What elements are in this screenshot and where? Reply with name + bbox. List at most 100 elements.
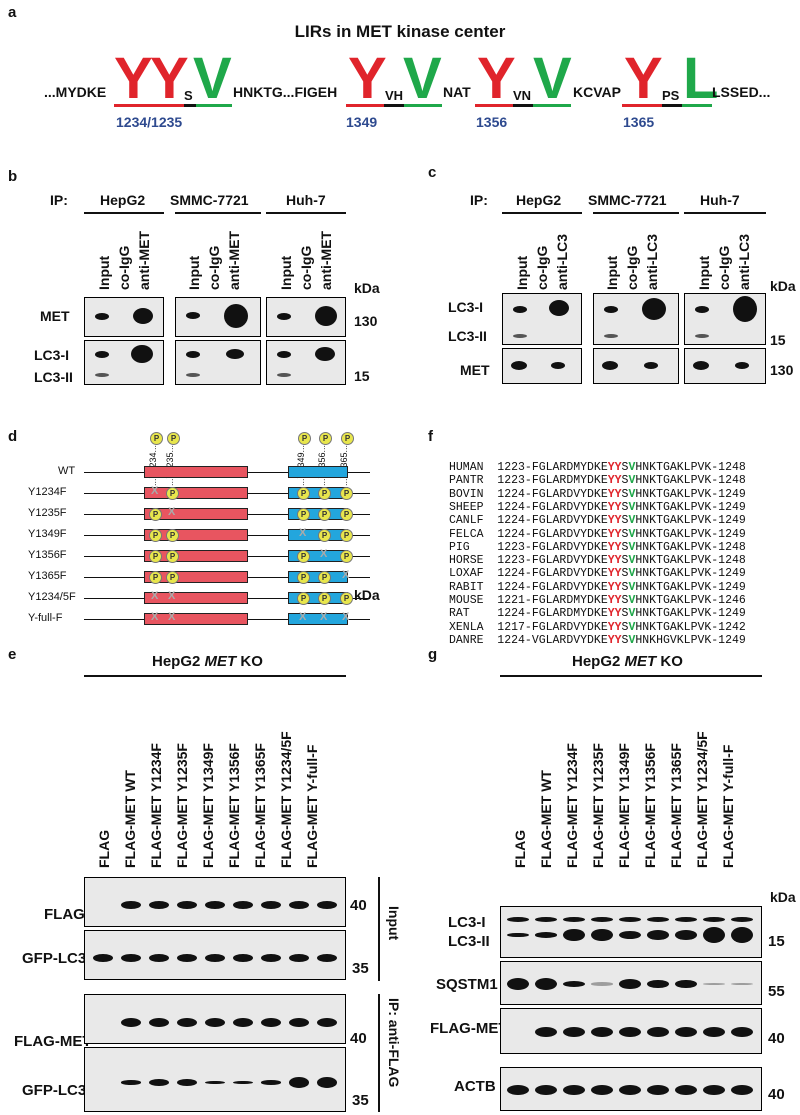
- lane-label: FLAG-MET WT: [122, 770, 138, 868]
- panel-header: HepG2 MET KO: [572, 653, 683, 670]
- alignment-segment: PANTR 1223-FGLARDMYDKE: [449, 474, 608, 488]
- seq-segment: S: [184, 88, 193, 103]
- blot-band: [695, 306, 709, 313]
- lane-label: anti-MET: [226, 230, 242, 290]
- alignment-row: FELCA 1224-FGLARDVYDKEYYSVHNKTGAKLPVK-12…: [449, 528, 746, 541]
- alignment-row: CANLF 1224-FGLARDVYDKEYYSVHNKTGAKLPVK-12…: [449, 514, 746, 527]
- lir-tyrosine: Y: [477, 46, 516, 111]
- blot-band: [675, 1085, 697, 1095]
- alignment-segment: HUMAN 1223-FGLARDMYDKE: [449, 461, 608, 474]
- alignment-valine: V: [628, 461, 636, 474]
- blot-band: [549, 300, 569, 316]
- alignment-segment: MOUSE 1221-FGLARDMYDKE: [449, 594, 608, 607]
- blot-panel: [84, 877, 346, 927]
- alignment-segment: HNKTGAKLPVK-1248: [635, 554, 746, 568]
- alignment-segment: DANRE 1224-VGLARDVYDKE: [449, 633, 608, 647]
- blot-band: [93, 954, 113, 962]
- phospho-icon: P: [166, 550, 179, 563]
- phospho-icon: P: [340, 592, 353, 605]
- phospho-icon: P: [318, 487, 331, 500]
- underline-green: [533, 104, 571, 107]
- blot-panel: [593, 348, 679, 384]
- kda-marker: 40: [350, 1030, 367, 1047]
- alignment-valine: V: [628, 620, 636, 634]
- alignment-segment: S: [621, 580, 629, 594]
- blot-band: [604, 306, 618, 313]
- group-rule: [500, 675, 762, 677]
- blot-band: [693, 361, 709, 370]
- kinase-domain: [144, 466, 248, 478]
- lir-valine: V: [533, 46, 572, 111]
- mutation-mark: X: [342, 611, 350, 623]
- phospho-icon: P: [297, 487, 310, 500]
- phospho-icon: P: [340, 550, 353, 563]
- cell-line-label: Huh-7: [700, 192, 740, 208]
- blot-band: [511, 361, 527, 370]
- header-text: HepG2: [152, 653, 205, 670]
- row-label: LC3-II: [448, 328, 487, 344]
- alignment-segment: HNKTGAKLPVK-1249: [635, 567, 746, 581]
- lane-label: FLAG-MET Y1349F: [200, 743, 216, 868]
- alignment-segment: S: [621, 594, 629, 607]
- alignment-segment: HNKTGAKLPVK-1248: [635, 540, 746, 554]
- alignment-row: BOVIN 1224-FGLARDVYDKEYYSVHNKTGAKLPVK-12…: [449, 488, 746, 501]
- alignment-valine: V: [628, 487, 636, 501]
- mutation-mark: X: [320, 611, 328, 623]
- residue-position: 1356: [476, 114, 508, 130]
- alignment-row: RAT 1224-FGLARDMYDKEYYSVHNKTGAKLPVK-1249: [449, 607, 746, 620]
- underline-red: [622, 104, 662, 107]
- kinase-domain: [144, 613, 248, 625]
- alignment-row: MOUSE 1221-FGLARDMYDKEYYSVHNKTGAKLPVK-12…: [449, 594, 746, 607]
- lane-label: co-IgG: [624, 245, 640, 290]
- row-label: GFP-LC3: [22, 950, 87, 967]
- blot-band: [535, 1027, 557, 1037]
- alignment-valine: V: [628, 633, 636, 647]
- header-gene: MET: [624, 653, 657, 670]
- ip-label: IP:: [470, 192, 488, 208]
- lane-label: FLAG-MET Y1349F: [616, 743, 632, 868]
- blot-band: [591, 928, 613, 942]
- panel-label-f: f: [428, 428, 433, 445]
- phospho-icon: P: [149, 550, 162, 563]
- lane-label: FLAG-MET Y1356F: [226, 743, 242, 868]
- alignment-valine: V: [628, 554, 636, 568]
- blot-band: [289, 1077, 309, 1088]
- alignment-tyrosines: YY: [607, 633, 622, 647]
- kda-marker: 15: [768, 933, 785, 950]
- blot-band: [647, 1027, 669, 1037]
- kda-marker: 130: [770, 362, 794, 378]
- underline-black: [184, 104, 196, 107]
- blot-band: [507, 932, 529, 938]
- cell-line-label: HepG2: [100, 192, 146, 208]
- lir-title: LIRs in MET kinase center: [294, 22, 506, 41]
- alignment-row: PIG 1223-FGLARDVYDKEYYSVHNKTGAKLPVK-1248: [449, 541, 746, 554]
- blot-band: [563, 917, 585, 922]
- row-label: SQSTM1: [436, 976, 498, 993]
- kinase-domain: [144, 487, 248, 499]
- underline-black: [513, 104, 533, 107]
- bracket: [378, 877, 380, 981]
- lane-label: Input: [604, 255, 620, 290]
- alignment-segment: S: [621, 487, 629, 501]
- seq-segment: HNKTG...FIGEH: [233, 84, 338, 100]
- blot-band: [602, 361, 618, 370]
- alignment-segment: XENLA 1217-FGLARDVYDKE: [449, 620, 608, 634]
- blot-band: [149, 954, 169, 962]
- blot-band: [317, 1077, 337, 1088]
- mutant-label: Y1234F: [28, 486, 67, 498]
- kda-marker: 40: [768, 1030, 785, 1047]
- blot-band: [177, 954, 197, 962]
- blot-band: [121, 1017, 141, 1027]
- alignment-valine: V: [628, 474, 636, 488]
- alignment-segment: S: [621, 567, 629, 581]
- lir-tyrosine: Y: [348, 46, 387, 111]
- mutant-diagram: P...Y1234...P...Y1235...P...Y1349...P...…: [0, 430, 400, 640]
- phospho-icon: P: [318, 592, 331, 605]
- underline-green: [196, 104, 232, 107]
- blot-band: [205, 954, 225, 962]
- alignment-valine: V: [628, 514, 636, 528]
- row-label: MET: [460, 362, 490, 378]
- ip-label: IP:: [50, 192, 68, 208]
- alignment-row: RABIT 1224-FGLARDVYDKEYYSVHNKTGAKLPVK-12…: [449, 581, 746, 594]
- blot-band: [289, 1017, 309, 1027]
